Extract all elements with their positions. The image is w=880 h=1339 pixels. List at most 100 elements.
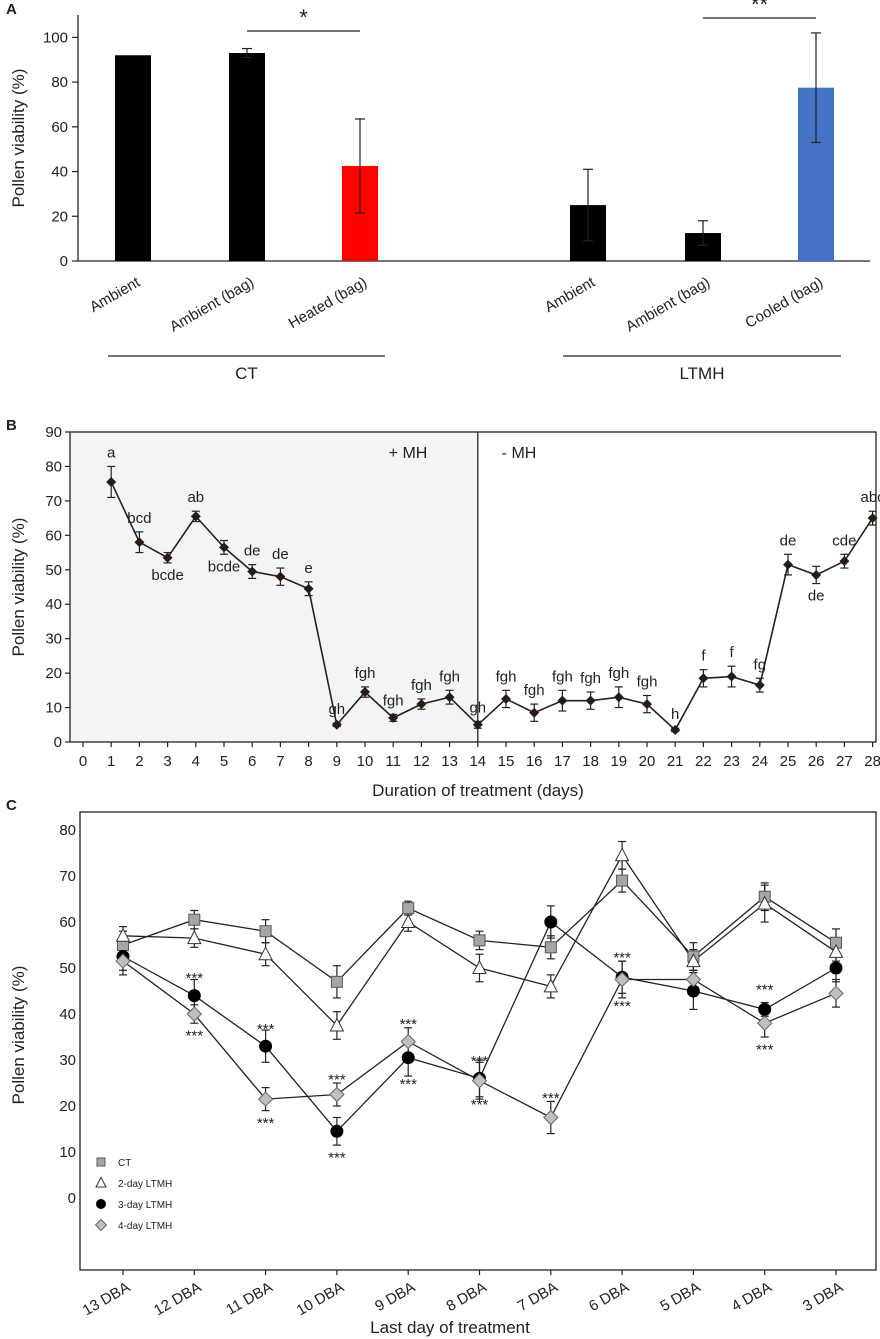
x-tick-label: 28 [864, 753, 880, 770]
marker-triangle [329, 1017, 345, 1032]
data-point [162, 552, 173, 563]
bar [229, 53, 265, 261]
significance-stars: *** [186, 970, 204, 987]
significance-stars: *** [257, 1115, 275, 1132]
group-label: CT [235, 364, 258, 383]
x-tick-label: 10 [357, 753, 374, 770]
data-point [783, 559, 793, 570]
data-point [416, 699, 427, 710]
significance-letter: bcde [208, 558, 241, 575]
marker-triangle [400, 913, 416, 928]
data-point [529, 707, 540, 718]
x-tick-label: 2 [135, 753, 143, 770]
significance-letter: cde [832, 532, 856, 549]
marker-circle [330, 1124, 344, 1138]
marker-diamond [329, 1086, 345, 1103]
marker-square [544, 941, 557, 954]
panel-label-c: C [6, 797, 17, 814]
x-tick-label: 3 [163, 753, 171, 770]
significance-stars: *** [399, 1016, 417, 1033]
category-label: Heated (bag) [286, 274, 370, 333]
y-tick-label: 30 [59, 1052, 76, 1069]
significance-letter: gh [328, 701, 345, 718]
significance-letter: fgh [355, 665, 376, 682]
x-tick-label: 20 [639, 753, 656, 770]
significance-letter: fgh [496, 668, 517, 685]
y-tick-label: 60 [45, 527, 62, 544]
data-point [134, 537, 145, 548]
significance-stars: *** [613, 998, 631, 1015]
data-point [331, 719, 342, 730]
x-tick-label: 16 [526, 753, 543, 770]
marker-square [616, 874, 629, 887]
y-tick-label: 50 [45, 562, 62, 579]
series-line [110, 481, 874, 732]
marker-diamond [756, 1015, 773, 1031]
plot-frame [79, 811, 877, 1271]
significance-letter: fgh [637, 674, 658, 691]
significance-letter: gh [469, 699, 486, 716]
y-tick-label: 30 [45, 631, 62, 648]
data-point [642, 699, 652, 710]
y-tick-label: 60 [51, 119, 68, 136]
marker-diamond [685, 971, 702, 988]
y-tick-label: 20 [51, 208, 68, 225]
significance-letter: abc [861, 489, 880, 506]
marker-diamond [186, 1006, 203, 1022]
y-tick-label: 10 [45, 700, 62, 717]
x-tick-label: 5 [220, 753, 228, 770]
marker-circle [259, 1039, 273, 1053]
bar [115, 55, 151, 261]
category-label: 12 DBA [151, 1279, 204, 1320]
data-point [670, 724, 681, 735]
significance-stars: *** [542, 1090, 560, 1107]
marker-circle [544, 915, 558, 929]
x-tick-label: 24 [751, 753, 768, 770]
category-label: 9 DBA [372, 1279, 418, 1315]
marker-triangle [472, 959, 487, 974]
significance-letter: a [107, 444, 116, 461]
significance-letter: fgh [383, 692, 404, 709]
shaded-region [70, 432, 478, 742]
significance-letter: h [671, 706, 679, 723]
category-label: Cooled (bag) [742, 274, 826, 332]
significance-stars: *** [756, 1042, 774, 1059]
significance-stars: *** [328, 1071, 346, 1088]
marker-diamond [94, 1218, 108, 1232]
marker-triangle [614, 847, 630, 862]
data-point [867, 513, 878, 524]
x-tick-label: 4 [192, 753, 200, 770]
significance-stars: *** [613, 950, 631, 967]
marker-triangle [186, 930, 202, 945]
data-point [303, 583, 314, 594]
significance-letter: fgh [524, 682, 545, 699]
y-tick-label: 100 [43, 29, 68, 46]
y-tick-label: 60 [59, 914, 76, 931]
significance-letter: bcd [127, 510, 151, 527]
data-point [247, 566, 258, 577]
y-tick-label: 80 [45, 458, 62, 475]
marker-triangle [115, 927, 131, 942]
y-axis-label: Pollen viability (%) [9, 69, 28, 208]
data-point [726, 671, 737, 682]
significance-mark: ** [751, 0, 769, 17]
x-axis-label: Duration of treatment (days) [372, 781, 584, 800]
marker-diamond [471, 1072, 488, 1089]
x-axis-label: Last day of treatment [370, 1318, 530, 1337]
significance-stars: *** [756, 982, 774, 999]
region-label: + MH [389, 445, 428, 462]
marker-circle [187, 989, 201, 1003]
significance-stars: *** [399, 1076, 417, 1093]
y-tick-label: 0 [54, 734, 62, 751]
y-tick-label: 90 [45, 424, 62, 441]
significance-stars: *** [471, 1053, 489, 1070]
significance-letter: f [730, 644, 735, 661]
x-tick-label: 6 [248, 753, 256, 770]
legend-label: 2-day LTMH [118, 1179, 172, 1190]
panel-c-line-chart: 0 10 20 30 40 50 60 70 80 Pollen viability (%) 13 … [9, 811, 877, 1337]
x-tick-label: 11 [385, 753, 401, 770]
y-tick-label: 70 [45, 493, 62, 510]
y-tick-label: 10 [59, 1144, 76, 1161]
significance-stars: *** [328, 1150, 346, 1167]
